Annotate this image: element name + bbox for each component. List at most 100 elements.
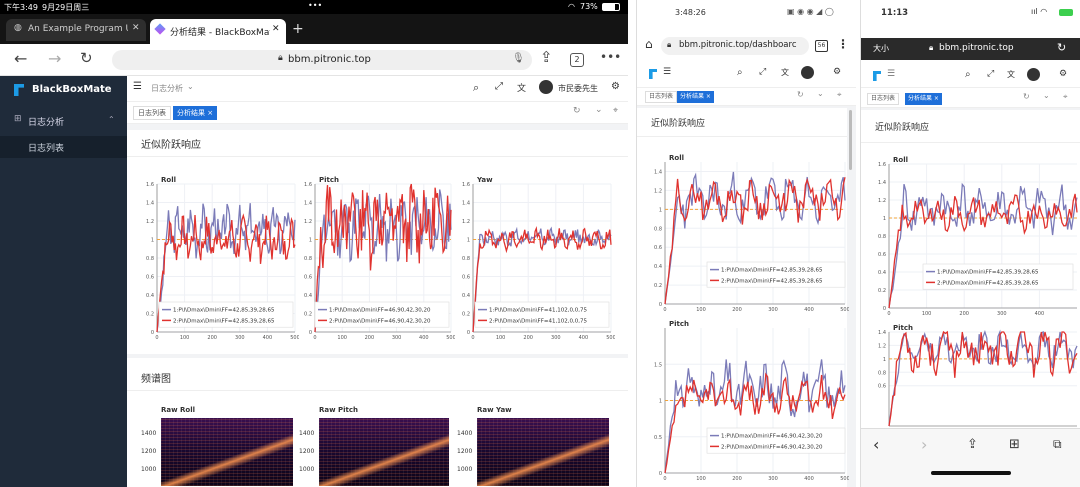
reload-icon[interactable]: ↻ xyxy=(80,49,93,67)
page-tabs-bar: 日志列表 分析结果 × ↻ ⌄ ⌖ xyxy=(637,88,856,106)
sidebar-item-log-list[interactable]: 日志列表 xyxy=(0,136,127,158)
forward-arrow-icon[interactable]: → xyxy=(48,49,62,68)
microphone-icon[interactable]: 🎙︎ xyxy=(512,53,525,64)
y-tick-label: 1.2 xyxy=(462,219,470,225)
back-chevron-icon[interactable]: ‹ xyxy=(873,435,880,454)
close-tab-icon[interactable]: ✕ xyxy=(272,24,280,34)
username[interactable]: 市民委先生 xyxy=(558,84,598,93)
series-2-line xyxy=(888,193,1078,309)
search-icon[interactable]: ⌕ xyxy=(737,67,743,78)
refresh-icon[interactable]: ↻ xyxy=(797,90,804,99)
x-tick-label: 200 xyxy=(523,335,533,341)
brand-logo-icon xyxy=(873,71,881,81)
legend-box xyxy=(474,301,610,328)
url-text[interactable]: bbm.pitronic.top xyxy=(939,43,1014,53)
share-icon[interactable]: ⇪ xyxy=(540,48,553,66)
brand-logo-icon xyxy=(14,84,24,96)
pin-icon[interactable]: ⌖ xyxy=(613,106,619,116)
legend-label: 1:P\I\Dmax\Dmin\FF=42,85,39,28,65 xyxy=(721,268,823,274)
sidebar-menu-log-analysis[interactable]: ⊞ 日志分析 ⌃ xyxy=(0,110,127,132)
close-tab-icon[interactable]: ✕ xyxy=(132,23,140,33)
avatar[interactable] xyxy=(539,80,553,94)
page-tab-log-list[interactable]: 日志列表 xyxy=(133,106,171,120)
brand-favicon-icon xyxy=(154,23,166,35)
spectrum-title: Raw Yaw xyxy=(477,406,512,414)
reload-icon[interactable]: ↻ xyxy=(1057,41,1067,54)
breadcrumb[interactable]: 日志分析 xyxy=(151,84,183,93)
chevron-down-icon[interactable]: ⌄ xyxy=(1043,91,1050,100)
url-bar[interactable]: 🔒︎ bbm.pitronic.top 🎙︎ xyxy=(112,50,532,70)
share-icon[interactable]: ⇪ xyxy=(967,437,978,452)
page-tab-label: 分析结果 xyxy=(680,93,705,100)
y-tick-label: 1.4 xyxy=(878,330,886,336)
avatar[interactable] xyxy=(1027,68,1040,81)
legend-label: 2:P\I\Dmax\Dmin\FF=42,85,39,28,65 xyxy=(721,278,823,284)
status-time: 11:13 xyxy=(881,8,909,18)
ipad-status-bar: 下午3:49 9月29日周三 ••• ◠ 73% xyxy=(0,0,628,14)
avatar[interactable] xyxy=(801,66,814,79)
refresh-icon[interactable]: ↻ xyxy=(573,106,581,116)
page-tab-analysis[interactable]: 分析结果 × xyxy=(677,91,714,103)
y-tick-label: 0.2 xyxy=(654,283,662,289)
back-arrow-icon[interactable]: ← xyxy=(14,49,28,68)
phone2-screen: 11:13 ııl ◠ 大小 🔒︎ bbm.pitronic.top ↻ ☰ ⌕… xyxy=(860,0,1080,487)
chevron-down-icon[interactable]: ⌄ xyxy=(817,89,824,98)
y-tick-label: 0 xyxy=(659,302,662,308)
legend-box xyxy=(922,263,1074,290)
y-tick-label: 0.6 xyxy=(462,275,470,281)
y-tick-label: 0.8 xyxy=(878,234,886,240)
more-icon[interactable]: ••• xyxy=(600,50,622,64)
legend-box xyxy=(158,301,294,328)
page-tab-analysis[interactable]: 分析结果 × xyxy=(905,93,942,105)
translate-icon[interactable]: 文 xyxy=(1007,70,1015,79)
y-tick-label: 1.4 xyxy=(146,201,154,207)
browser-tab-inactive[interactable]: ◍ An Example Program Us ✕ xyxy=(6,19,146,41)
series-2-line xyxy=(314,183,452,333)
settings-gear-icon[interactable]: ⚙ xyxy=(611,81,620,92)
bookmarks-icon[interactable]: ⊞ xyxy=(1009,437,1020,452)
search-icon[interactable]: ⌕ xyxy=(965,69,971,80)
menu-fold-icon[interactable]: ☰ xyxy=(887,69,896,79)
page-tab-log-list[interactable]: 日志列表 xyxy=(645,91,678,103)
settings-gear-icon[interactable]: ⚙ xyxy=(833,67,842,77)
tabs-icon[interactable]: ⧉ xyxy=(1053,437,1062,451)
tab-count-button[interactable]: 56 xyxy=(815,40,828,52)
y-tick: 1200 xyxy=(299,448,315,455)
home-icon[interactable]: ⌂ xyxy=(645,37,653,51)
fullscreen-icon[interactable]: ⤢ xyxy=(759,67,767,77)
y-tick-label: 1.2 xyxy=(146,219,154,225)
menu-fold-icon[interactable]: ☰ xyxy=(663,67,672,77)
text-size-button[interactable]: 大小 xyxy=(873,44,889,53)
y-tick-label: 0.8 xyxy=(654,226,662,232)
page-tab-analysis[interactable]: 分析结果 × xyxy=(173,106,218,120)
more-vertical-icon[interactable]: ⋮ xyxy=(837,37,849,51)
translate-icon[interactable]: 文 xyxy=(517,84,527,94)
search-icon[interactable]: ⌕ xyxy=(473,81,480,94)
fullscreen-icon[interactable]: ⤢ xyxy=(495,81,503,92)
refresh-icon[interactable]: ↻ xyxy=(1023,92,1030,101)
app-header: ☰ ⌕ ⤢ 文 ⚙ xyxy=(861,64,1080,88)
page-tab-log-list[interactable]: 日志列表 xyxy=(867,93,900,105)
series-1-line xyxy=(156,203,296,333)
pin-icon[interactable]: ⌖ xyxy=(1063,92,1068,101)
sidebar: BlackBoxMate ⊞ 日志分析 ⌃ 日志列表 xyxy=(0,76,127,487)
forward-chevron-icon[interactable]: › xyxy=(921,435,928,454)
page-tabs-bar: 日志列表 分析结果 × ↻ ⌄ ⌖ xyxy=(127,102,628,124)
settings-gear-icon[interactable]: ⚙ xyxy=(1059,69,1068,79)
new-tab-icon[interactable]: + xyxy=(292,21,304,37)
url-bar[interactable]: 🔒︎ bbm.pitronic.top/dashboarc xyxy=(661,37,809,55)
y-tick-label: 1 xyxy=(883,357,886,363)
chart-title: Roll xyxy=(893,156,908,164)
screenshot-gap xyxy=(628,0,636,487)
tab-count-button[interactable]: 2 xyxy=(570,53,584,67)
chevron-down-icon[interactable]: ⌄ xyxy=(595,105,603,115)
browser-tab-active[interactable]: 分析结果 - BlackBoxMate ✕ xyxy=(150,19,286,44)
section-title-step-response: 近似阶跃响应 xyxy=(875,123,930,133)
menu-fold-icon[interactable]: ☰ xyxy=(133,81,142,92)
scrollbar[interactable] xyxy=(849,110,852,170)
fullscreen-icon[interactable]: ⤢ xyxy=(987,69,995,79)
legend-label: 2:P\I\Dmax\Dmin\FF=46,90,42,30,20 xyxy=(329,318,431,324)
translate-icon[interactable]: 文 xyxy=(781,68,789,77)
y-tick-label: 0.6 xyxy=(878,384,886,390)
pin-icon[interactable]: ⌖ xyxy=(837,90,842,99)
